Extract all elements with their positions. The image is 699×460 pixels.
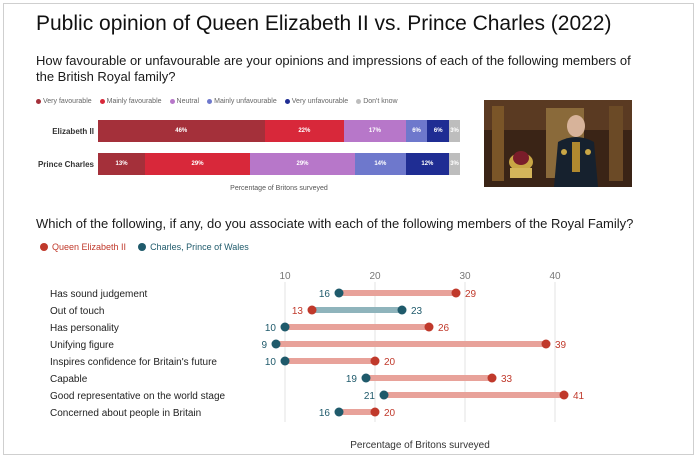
dot-charles (334, 288, 344, 298)
dumbbell-x-axis-label: Percentage of Britons surveyed (350, 440, 490, 451)
value-label-charles: 10 (265, 357, 277, 368)
dot-charles (379, 390, 389, 400)
value-label-charles: 23 (411, 306, 423, 317)
legend-item-1: Charles, Prince of Wales (138, 242, 249, 252)
legend-item-3: Mainly unfavourable (207, 98, 277, 105)
legend-label: Queen Elizabeth II (52, 242, 127, 252)
category-label: Good representative on the world stage (50, 391, 226, 402)
legend-item-0: Very favourable (36, 98, 92, 105)
value-label-queen: 29 (465, 289, 477, 300)
legend-swatch (356, 99, 362, 104)
x-tick-label: 10 (279, 271, 291, 282)
association-legend: Queen Elizabeth II Charles, Prince of Wal… (40, 242, 249, 252)
value-label-queen: 20 (384, 357, 396, 368)
legend-item-2: Neutral (169, 98, 200, 105)
legend-swatch (169, 99, 175, 104)
legend-swatch (138, 243, 147, 251)
category-label: Has sound judgement (50, 289, 148, 300)
dot-charles (397, 305, 407, 315)
value-label-charles: 10 (265, 323, 277, 334)
legend-item-1: Mainly favourable (99, 98, 162, 105)
value-label-queen: 20 (384, 408, 396, 419)
legend-swatch (99, 99, 105, 104)
page-title: Public opinion of Queen Elizabeth II vs.… (36, 12, 612, 35)
dot-queen (487, 373, 497, 383)
legend-swatch (284, 99, 290, 104)
category-label: Inspires confidence for Britain's future (50, 357, 217, 368)
value-label-queen: 33 (501, 374, 513, 385)
dot-queen (424, 322, 434, 332)
value-label-queen: 26 (438, 323, 450, 334)
stack-segment: 3% (449, 153, 460, 175)
stack-segment: 13% (98, 153, 146, 175)
legend-item-5: Don't know (356, 98, 398, 105)
legend-label: Charles, Prince of Wales (150, 242, 249, 252)
dot-queen (307, 305, 317, 315)
value-label-charles: 21 (364, 391, 376, 402)
dot-queen (370, 356, 380, 366)
question-favourability: How favourable or unfavourable are your … (36, 53, 631, 84)
stack-x-axis-label: Percentage of Britons surveyed (230, 185, 328, 192)
stack-row-label-0: Elizabeth II (52, 127, 94, 136)
stack-segment: 6% (427, 120, 450, 142)
category-label: Out of touch (50, 306, 104, 317)
stack-segment: 29% (145, 153, 251, 175)
stack-segment: 12% (405, 153, 450, 175)
dot-queen (559, 390, 569, 400)
portrait-photo-icon (484, 100, 632, 187)
stack-segment: 14% (354, 153, 406, 175)
stack-bar-charles: 13% 29% 29% 14% 12% 3% (98, 153, 460, 175)
legend-label: Mainly favourable (106, 98, 162, 105)
value-label-queen: 41 (573, 391, 585, 402)
legend-label: Neutral (176, 98, 200, 105)
value-label-queen: 39 (555, 340, 567, 351)
dumbbell-chart: 10 20 30 40 Has sound judgement 29 16 Out of to… (50, 271, 585, 422)
stack-segment: 29% (250, 153, 355, 175)
x-tick-label: 40 (549, 271, 561, 282)
value-label-charles: 19 (346, 374, 358, 385)
legend-swatch (36, 99, 41, 104)
value-label-queen: 13 (292, 306, 304, 317)
dot-queen (541, 339, 551, 349)
outer-frame (3, 3, 694, 455)
legend-label: Mainly unfavourable (214, 98, 277, 105)
dot-queen (451, 288, 461, 298)
legend-label: Don't know (363, 98, 398, 105)
category-label: Concerned about people in Britain (50, 408, 201, 419)
question-associations: Which of the following, if any, do you a… (36, 216, 634, 231)
value-label-charles: 16 (319, 289, 331, 300)
category-label: Unifying figure (50, 340, 114, 351)
legend-item-0: Queen Elizabeth II (40, 242, 126, 252)
category-label: Capable (50, 374, 88, 385)
legend-label: Very unfavourable (291, 98, 349, 105)
stack-bar-elizabeth: 46% 22% 17% 6% 6% 3% (98, 120, 460, 142)
value-label-charles: 9 (261, 340, 267, 351)
dot-queen (370, 407, 380, 417)
stack-segment: 22% (264, 120, 345, 142)
stack-row-label-1: Prince Charles (37, 160, 94, 169)
legend-item-4: Very unfavourable (284, 98, 349, 105)
dot-charles (334, 407, 344, 417)
dot-charles (280, 322, 290, 332)
category-label: Has personality (50, 323, 119, 334)
dot-charles (271, 339, 281, 349)
favourability-legend: Very favourable Mainly favourable Neutral M… (36, 98, 398, 105)
legend-swatch (40, 243, 48, 251)
x-tick-label: 20 (369, 271, 381, 282)
stack-segment: 6% (405, 120, 428, 142)
stack-segment: 17% (344, 120, 406, 142)
x-tick-label: 30 (459, 271, 471, 282)
stack-segment: 3% (449, 120, 460, 142)
stack-segment: 46% (98, 120, 265, 142)
dot-charles (361, 373, 371, 383)
legend-swatch (207, 99, 213, 104)
dot-charles (280, 356, 290, 366)
value-label-charles: 16 (319, 408, 331, 419)
legend-label: Very favourable (43, 98, 92, 105)
